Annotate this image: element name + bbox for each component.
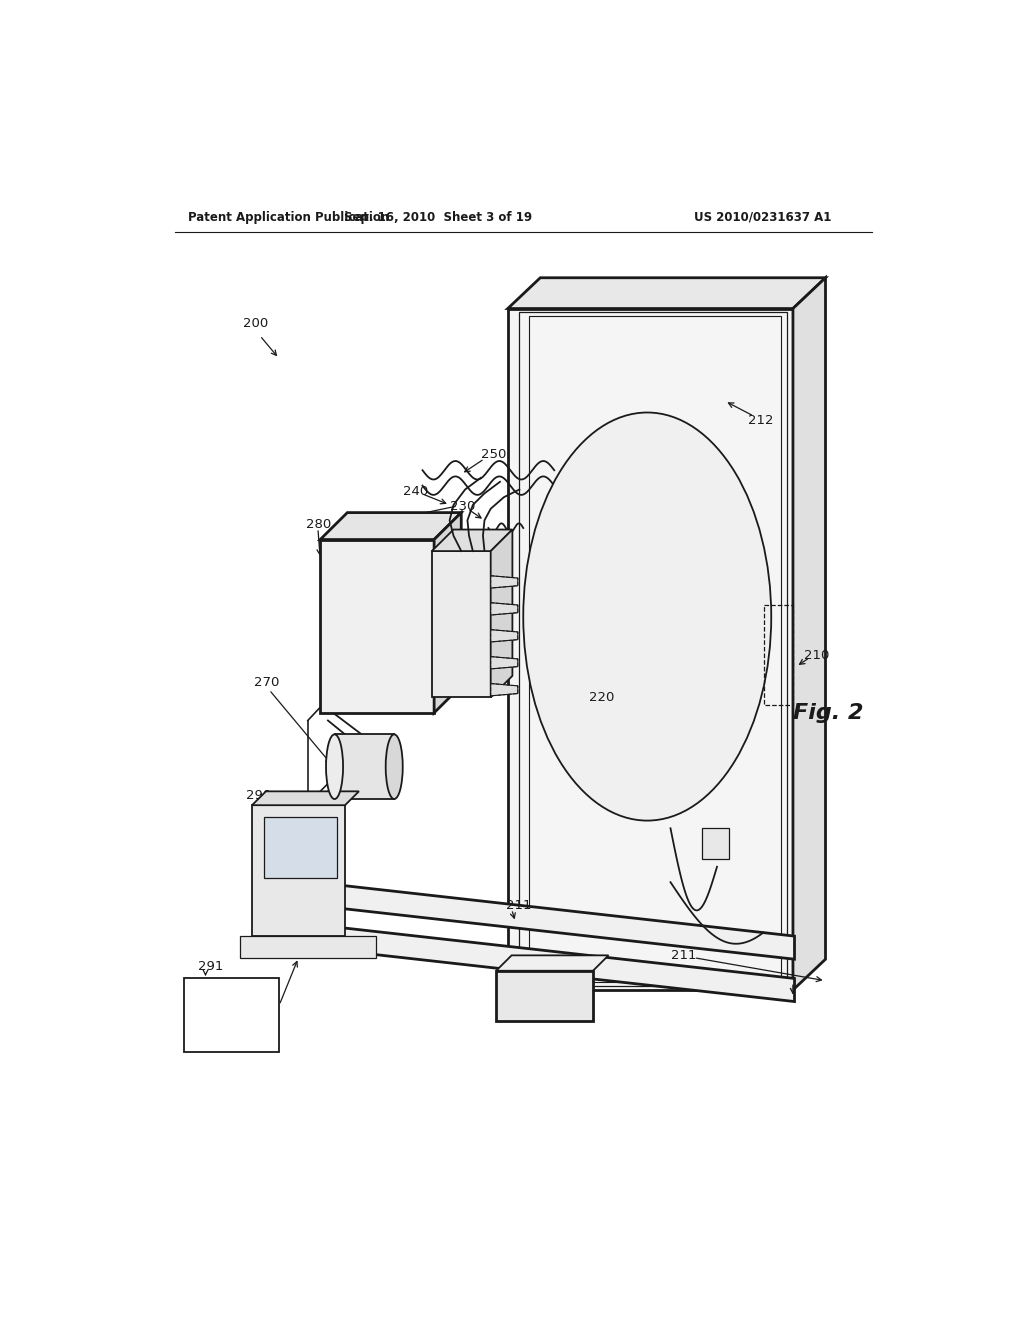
Polygon shape <box>508 277 825 309</box>
Polygon shape <box>267 878 280 909</box>
Text: IC Layout: IC Layout <box>204 994 259 1007</box>
Ellipse shape <box>523 412 771 821</box>
Ellipse shape <box>326 734 343 799</box>
Polygon shape <box>496 970 593 1020</box>
Text: 240: 240 <box>403 484 428 498</box>
Text: 270: 270 <box>254 676 279 689</box>
Polygon shape <box>490 630 518 642</box>
Text: 212: 212 <box>748 413 773 426</box>
Polygon shape <box>701 829 729 859</box>
Polygon shape <box>490 656 518 669</box>
Polygon shape <box>183 978 280 1052</box>
Polygon shape <box>434 512 461 713</box>
Polygon shape <box>496 956 608 970</box>
Polygon shape <box>252 805 345 936</box>
Ellipse shape <box>386 734 402 799</box>
Text: 260: 260 <box>349 545 374 557</box>
Polygon shape <box>432 529 512 552</box>
Polygon shape <box>432 552 490 697</box>
Text: 231: 231 <box>403 513 429 527</box>
Text: US 2010/0231637 A1: US 2010/0231637 A1 <box>693 211 831 224</box>
Text: Patent Application Publication: Patent Application Publication <box>188 211 390 224</box>
Polygon shape <box>267 921 280 952</box>
Text: 210: 210 <box>804 648 829 661</box>
Polygon shape <box>490 603 518 615</box>
Polygon shape <box>490 529 512 697</box>
Polygon shape <box>321 540 434 713</box>
Polygon shape <box>335 734 394 799</box>
Text: Fig. 2: Fig. 2 <box>793 702 863 723</box>
Text: 200: 200 <box>243 317 268 330</box>
Polygon shape <box>252 792 359 805</box>
Text: 211: 211 <box>671 949 696 962</box>
Polygon shape <box>280 921 795 1002</box>
Text: Sep. 16, 2010  Sheet 3 of 19: Sep. 16, 2010 Sheet 3 of 19 <box>344 211 532 224</box>
Text: 220: 220 <box>589 690 614 704</box>
Text: 291: 291 <box>198 961 223 973</box>
Text: 230: 230 <box>450 500 475 513</box>
Polygon shape <box>508 309 793 990</box>
Text: 290: 290 <box>246 789 271 803</box>
Polygon shape <box>321 512 461 540</box>
Text: 211: 211 <box>506 899 531 912</box>
Text: 250: 250 <box>480 449 506 462</box>
Polygon shape <box>793 277 825 990</box>
Polygon shape <box>280 878 795 960</box>
Text: Data: Data <box>217 1014 246 1027</box>
Polygon shape <box>490 684 518 696</box>
Polygon shape <box>241 936 376 958</box>
Polygon shape <box>490 576 518 589</box>
Polygon shape <box>263 817 337 878</box>
Text: 280: 280 <box>306 517 332 531</box>
